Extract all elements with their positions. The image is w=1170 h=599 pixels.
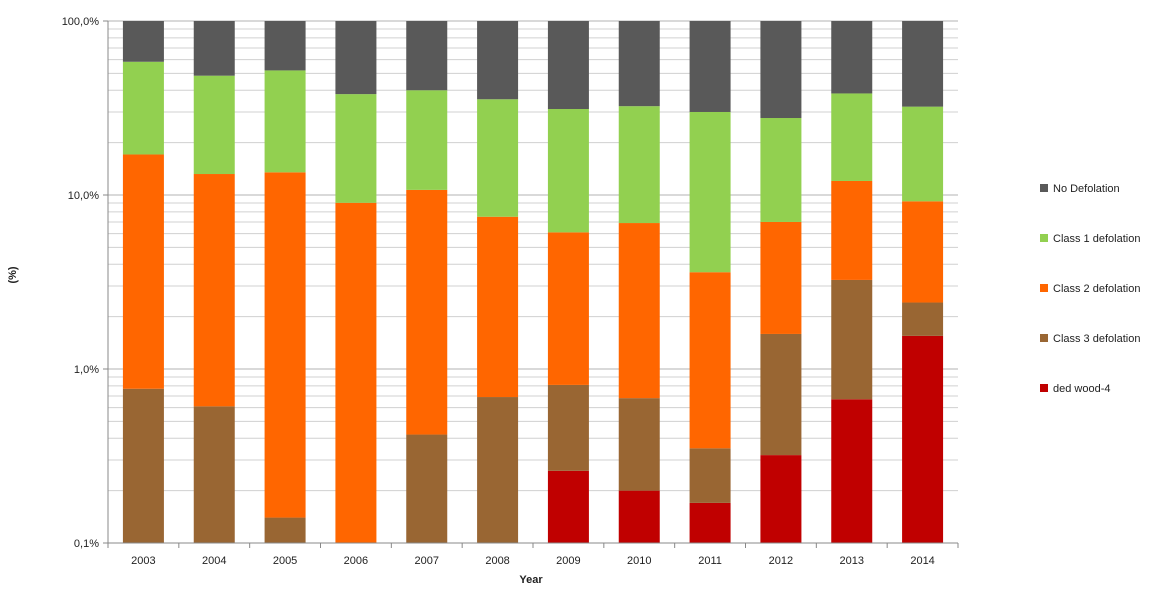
x-tick-label: 2004 bbox=[202, 555, 226, 567]
bar-segment-class-3-defolation-2005 bbox=[264, 517, 306, 543]
legend-label: ded wood-4 bbox=[1053, 383, 1111, 395]
bar-segment-no-defolation-2013 bbox=[831, 21, 873, 94]
bar-segment-class-2-defolation-2012 bbox=[760, 221, 802, 334]
x-tick-label: 2011 bbox=[698, 555, 722, 567]
bar-segment-class-3-defolation-2010 bbox=[618, 398, 660, 491]
bar-segment-class-1-defolation-2008 bbox=[477, 99, 519, 217]
legend-swatch bbox=[1040, 334, 1048, 342]
bar-segment-class-3-defolation-2009 bbox=[547, 384, 589, 471]
bar-segment-class-2-defolation-2003 bbox=[122, 154, 164, 389]
y-tick-label: 0,1% bbox=[74, 538, 99, 550]
bar-segment-class-3-defolation-2008 bbox=[477, 397, 519, 543]
x-tick-label: 2013 bbox=[840, 555, 864, 567]
bar-segment-class-2-defolation-2008 bbox=[477, 216, 519, 398]
bar-segment-class-2-defolation-2014 bbox=[902, 201, 944, 303]
y-tick-label: 10,0% bbox=[68, 190, 99, 202]
bar-segment-class-2-defolation-2011 bbox=[689, 272, 731, 449]
x-tick-label: 2007 bbox=[415, 555, 439, 567]
bar-segment-class-3-defolation-2011 bbox=[689, 448, 731, 503]
bar-segment-class-2-defolation-2007 bbox=[406, 189, 448, 435]
legend-swatch bbox=[1040, 384, 1048, 392]
legend-swatch bbox=[1040, 184, 1048, 192]
x-tick-label: 2005 bbox=[273, 555, 297, 567]
bar-segment-no-defolation-2003 bbox=[122, 21, 164, 62]
axes bbox=[103, 20, 959, 548]
gridlines bbox=[108, 20, 958, 544]
bar-segment-class-3-defolation-2004 bbox=[193, 406, 235, 543]
bar-segment-class-3-defolation-2013 bbox=[831, 279, 873, 400]
bar-segment-ded-wood-4-2012 bbox=[760, 455, 802, 543]
bar-segment-ded-wood-4-2013 bbox=[831, 399, 873, 543]
legend-swatch bbox=[1040, 234, 1048, 242]
bar-segment-class-2-defolation-2004 bbox=[193, 174, 235, 407]
legend-swatch bbox=[1040, 284, 1048, 292]
bar-segment-class-1-defolation-2010 bbox=[618, 106, 660, 224]
legend: No Defolation Class 1 defolation Class 2 d… bbox=[1040, 183, 1140, 395]
bar-segment-class-2-defolation-2006 bbox=[335, 202, 377, 543]
bar-segment-no-defolation-2006 bbox=[335, 21, 377, 95]
bar-segment-class-1-defolation-2012 bbox=[760, 118, 802, 222]
bars-layer bbox=[122, 21, 944, 543]
bar-segment-class-2-defolation-2013 bbox=[831, 180, 873, 280]
bar-segment-class-1-defolation-2013 bbox=[831, 93, 873, 181]
bar-segment-class-1-defolation-2011 bbox=[689, 111, 731, 273]
bar-segment-no-defolation-2007 bbox=[406, 21, 448, 91]
x-tick-label: 2010 bbox=[627, 555, 651, 567]
bar-segment-no-defolation-2004 bbox=[193, 21, 235, 76]
legend-label: No Defolation bbox=[1053, 183, 1120, 195]
bar-segment-class-1-defolation-2007 bbox=[406, 90, 448, 190]
y-tick-label: 100,0% bbox=[62, 16, 100, 28]
x-tick-labels: 2003 2004 2005 2006 2007 2008 2009 2010 2011 2012… bbox=[131, 555, 935, 567]
x-tick-label: 2008 bbox=[485, 555, 509, 567]
x-tick-label: 2009 bbox=[556, 555, 580, 567]
bar-segment-class-3-defolation-2014 bbox=[902, 302, 944, 336]
x-axis-title: Year bbox=[519, 574, 543, 586]
y-tick-label: 1,0% bbox=[74, 364, 99, 376]
bar-segment-class-3-defolation-2003 bbox=[122, 388, 164, 543]
bar-segment-class-1-defolation-2004 bbox=[193, 75, 235, 175]
bar-segment-no-defolation-2008 bbox=[477, 21, 519, 100]
bar-segment-class-1-defolation-2006 bbox=[335, 94, 377, 203]
legend-label: Class 1 defolation bbox=[1053, 233, 1140, 245]
x-tick-label: 2003 bbox=[131, 555, 155, 567]
bar-segment-class-2-defolation-2009 bbox=[547, 232, 589, 385]
bar-segment-ded-wood-4-2010 bbox=[618, 490, 660, 543]
bar-segment-class-1-defolation-2003 bbox=[122, 61, 164, 155]
bar-segment-class-2-defolation-2010 bbox=[618, 223, 660, 399]
bar-segment-class-3-defolation-2007 bbox=[406, 434, 448, 543]
bar-segment-class-1-defolation-2014 bbox=[902, 106, 944, 202]
bar-segment-no-defolation-2010 bbox=[618, 21, 660, 107]
bar-segment-class-3-defolation-2012 bbox=[760, 333, 802, 456]
y-axis-title: (%) bbox=[7, 266, 19, 283]
bar-segment-no-defolation-2012 bbox=[760, 21, 802, 119]
bar-segment-class-2-defolation-2005 bbox=[264, 172, 306, 518]
x-tick-label: 2006 bbox=[344, 555, 368, 567]
x-tick-label: 2014 bbox=[910, 555, 934, 567]
x-tick-label: 2012 bbox=[769, 555, 793, 567]
bar-segment-class-1-defolation-2005 bbox=[264, 70, 306, 173]
y-tick-labels: 0,1% 1,0% 10,0% 100,0% bbox=[62, 16, 100, 550]
bar-segment-no-defolation-2011 bbox=[689, 21, 731, 112]
bar-segment-ded-wood-4-2009 bbox=[547, 470, 589, 543]
bar-segment-no-defolation-2009 bbox=[547, 21, 589, 110]
bar-segment-no-defolation-2005 bbox=[264, 21, 306, 71]
legend-label: Class 3 defolation bbox=[1053, 333, 1140, 345]
bar-segment-class-1-defolation-2009 bbox=[547, 109, 589, 233]
bar-segment-ded-wood-4-2014 bbox=[902, 335, 944, 543]
bar-segment-no-defolation-2014 bbox=[902, 21, 944, 107]
legend-label: Class 2 defolation bbox=[1053, 283, 1140, 295]
bar-segment-ded-wood-4-2011 bbox=[689, 502, 731, 543]
